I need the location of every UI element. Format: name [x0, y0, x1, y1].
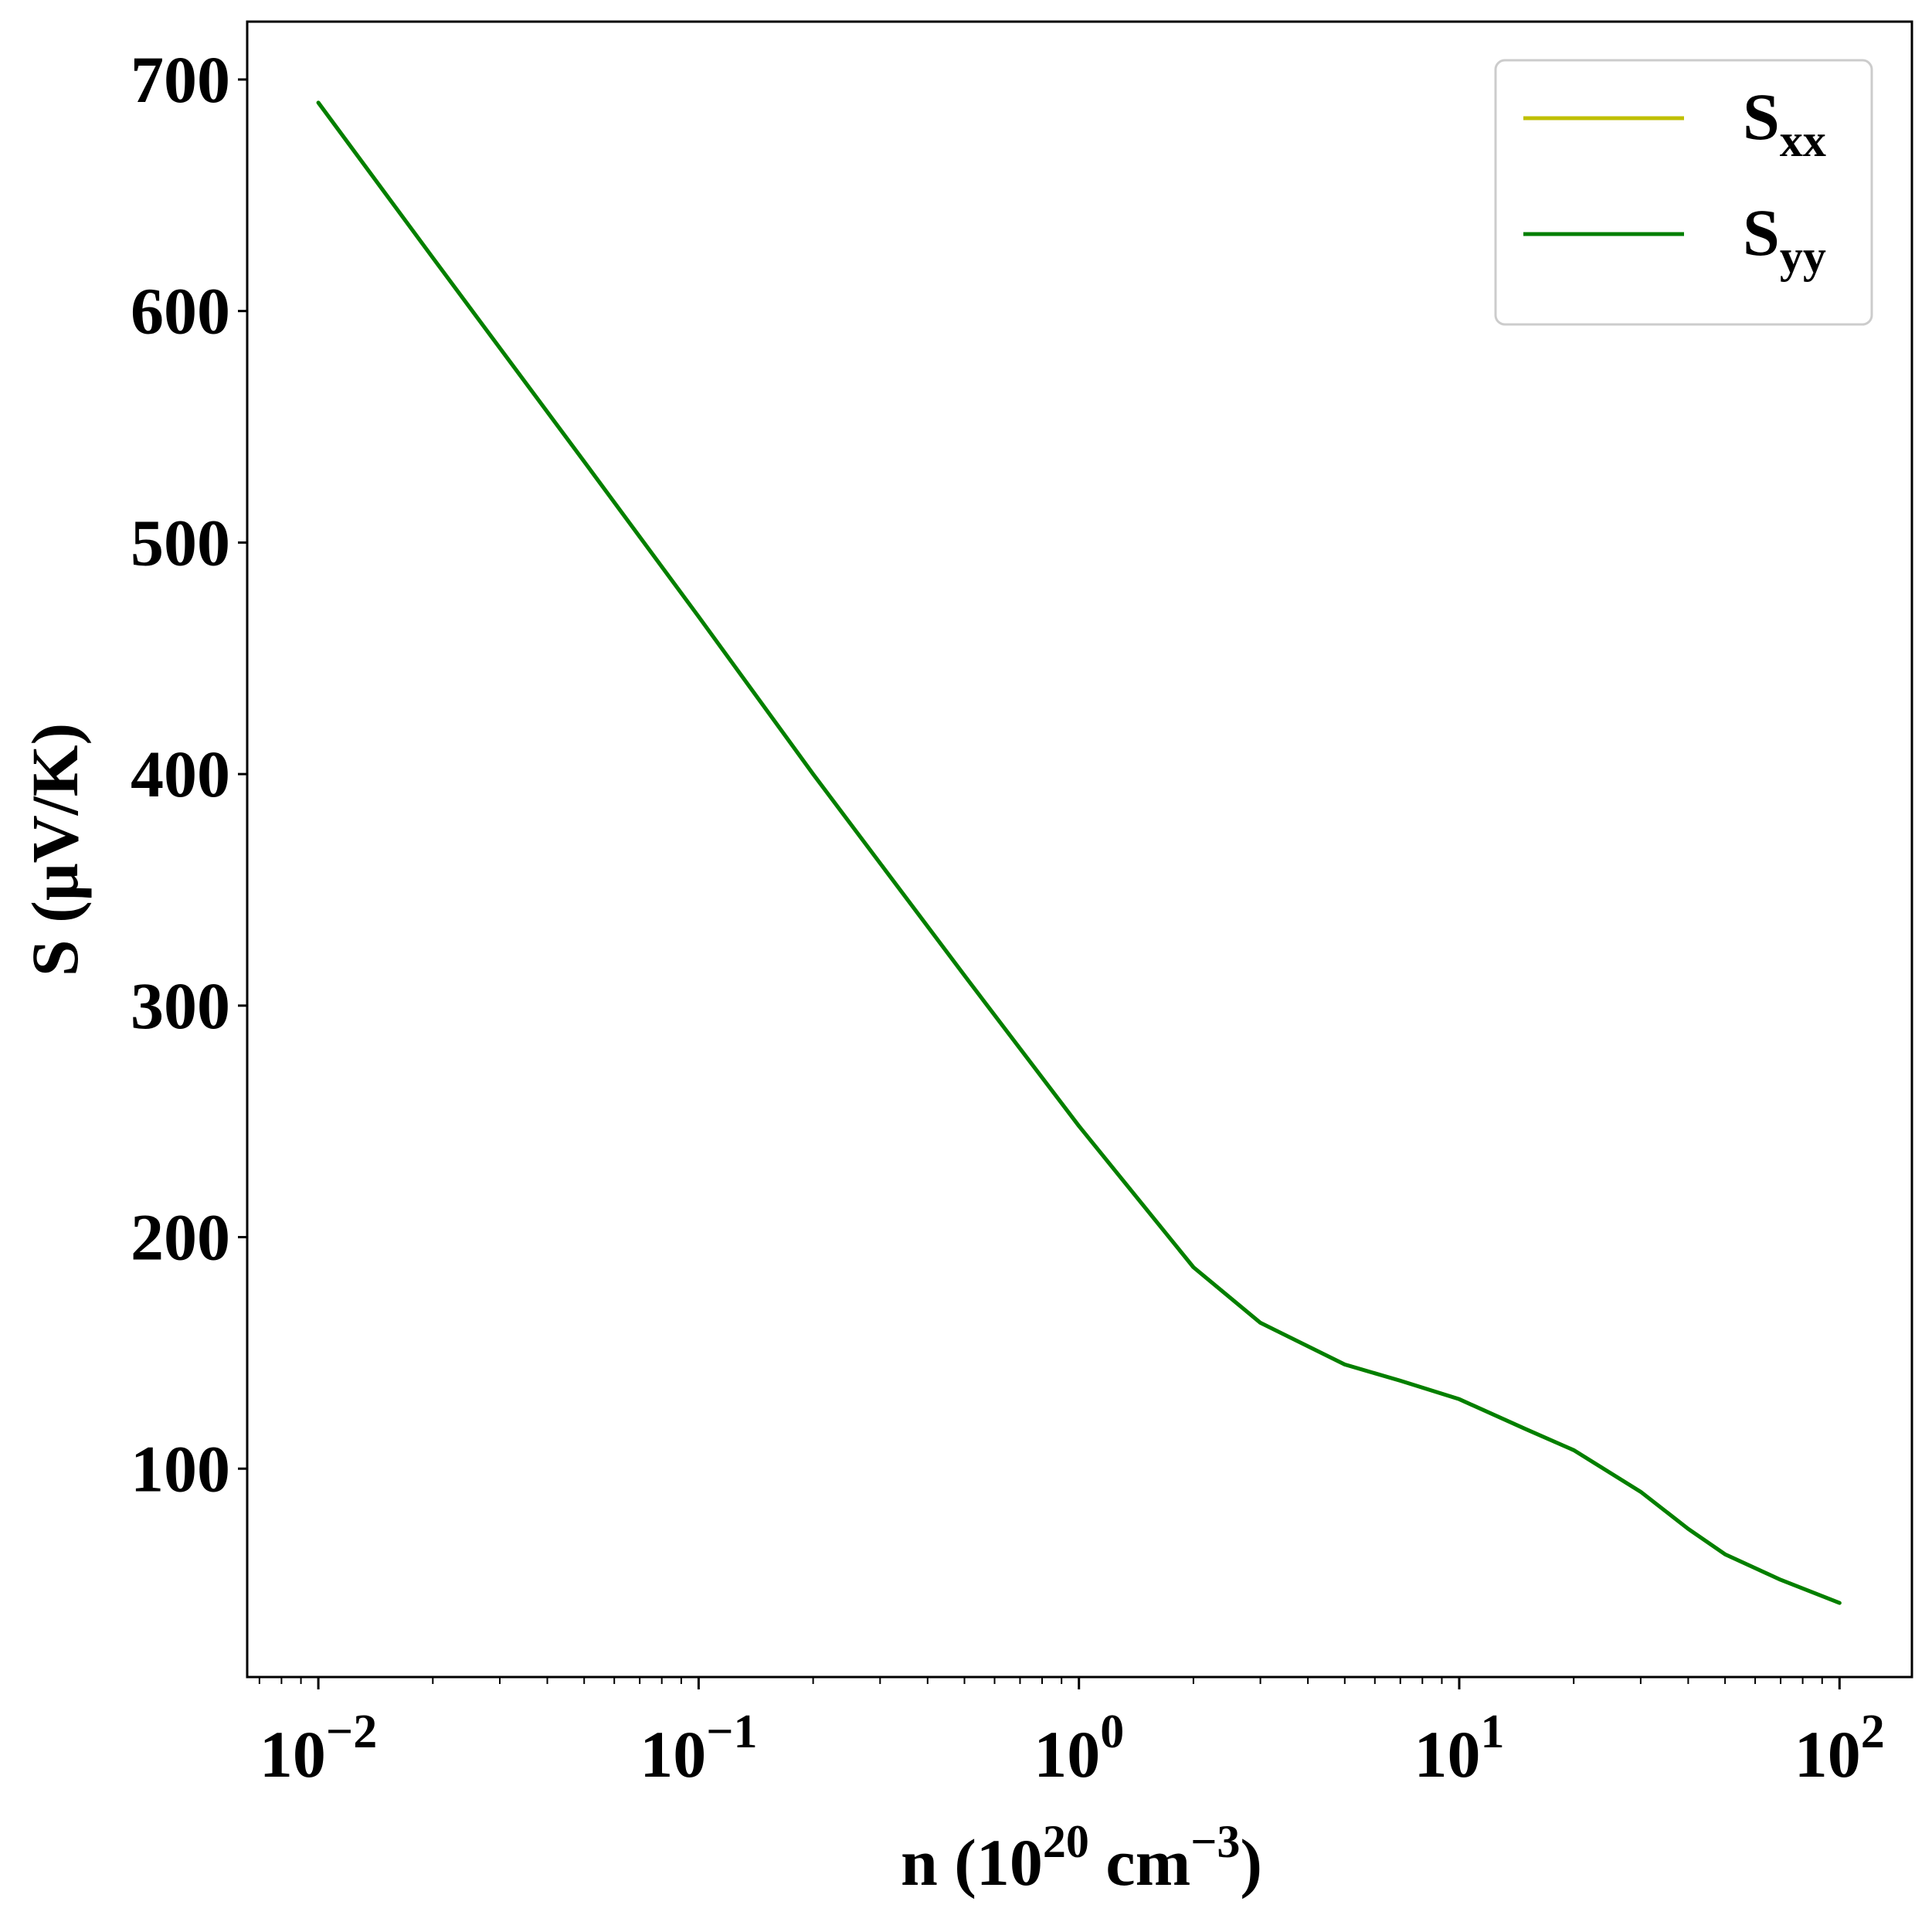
x-axis-label: n (1020 cm−3) [901, 1816, 1262, 1900]
y-tick-label: 400 [131, 737, 230, 811]
x-tick-label: 10−2 [260, 1706, 377, 1791]
x-tick-label: 10−1 [640, 1706, 757, 1791]
legend-label-syy: Syy [1743, 195, 1826, 282]
series-line-yy [316, 100, 1842, 1605]
y-axis-label: S (μV/K) [18, 723, 92, 976]
y-tick-label: 700 [131, 42, 230, 117]
series-lines [316, 100, 1842, 1605]
y-tick-label: 100 [131, 1431, 230, 1506]
y-tick-label: 300 [131, 969, 230, 1043]
y-tick-label: 500 [131, 505, 230, 579]
axis-ticks: 100 200 300 400 500 600 700 10−2 10−1 100 101 102 [131, 42, 1885, 1791]
y-tick-label: 600 [131, 274, 230, 348]
legend: Sxx Syy [1494, 59, 1873, 326]
x-tick-label: 100 [1034, 1706, 1124, 1791]
x-tick-label: 102 [1794, 1706, 1885, 1791]
y-tick-label: 200 [131, 1200, 230, 1275]
legend-label-sxx: Sxx [1743, 80, 1826, 166]
x-tick-label: 101 [1414, 1706, 1505, 1791]
legend-box [1494, 59, 1873, 326]
